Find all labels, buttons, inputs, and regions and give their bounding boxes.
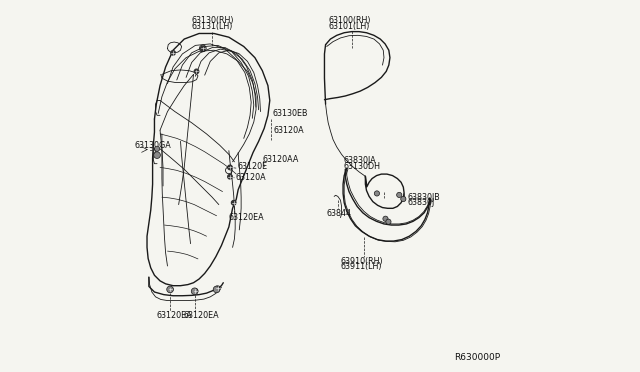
Circle shape xyxy=(228,174,232,179)
Text: 63120EA: 63120EA xyxy=(183,311,219,320)
Text: 63911(LH): 63911(LH) xyxy=(340,262,382,271)
Text: 63100(RH): 63100(RH) xyxy=(328,16,371,25)
Text: 63830JB: 63830JB xyxy=(408,193,440,202)
Text: 63130DH: 63130DH xyxy=(343,162,380,171)
Text: 63131(LH): 63131(LH) xyxy=(191,22,233,31)
Circle shape xyxy=(154,146,159,151)
Text: 63830JA: 63830JA xyxy=(343,156,376,165)
Text: 63120E: 63120E xyxy=(237,162,268,171)
Text: 63120A: 63120A xyxy=(235,173,266,182)
Circle shape xyxy=(167,286,173,293)
Circle shape xyxy=(213,286,220,293)
Text: R630000P: R630000P xyxy=(454,353,500,362)
Text: 63120EA: 63120EA xyxy=(156,311,192,320)
Text: 63830J: 63830J xyxy=(408,198,435,207)
Text: 63910(RH): 63910(RH) xyxy=(340,257,383,266)
Text: 63120AA: 63120AA xyxy=(262,155,299,164)
Circle shape xyxy=(374,191,380,196)
Text: 63101(LH): 63101(LH) xyxy=(328,22,369,31)
Text: 63130GA: 63130GA xyxy=(135,141,172,150)
Text: 63130EB: 63130EB xyxy=(273,109,308,118)
Circle shape xyxy=(154,152,161,158)
Circle shape xyxy=(191,288,198,295)
Circle shape xyxy=(401,196,406,202)
Circle shape xyxy=(200,46,205,51)
Text: 63130(RH): 63130(RH) xyxy=(191,16,234,25)
Circle shape xyxy=(232,201,236,205)
Circle shape xyxy=(228,165,232,170)
Circle shape xyxy=(216,286,220,291)
Text: 63120A: 63120A xyxy=(273,126,304,135)
Circle shape xyxy=(383,216,388,221)
Circle shape xyxy=(193,289,198,293)
Circle shape xyxy=(168,287,173,292)
Circle shape xyxy=(195,69,199,74)
Circle shape xyxy=(171,51,175,55)
Text: 63120EA: 63120EA xyxy=(229,213,264,222)
Circle shape xyxy=(386,219,391,224)
Text: 63844: 63844 xyxy=(326,209,352,218)
Circle shape xyxy=(397,192,402,198)
